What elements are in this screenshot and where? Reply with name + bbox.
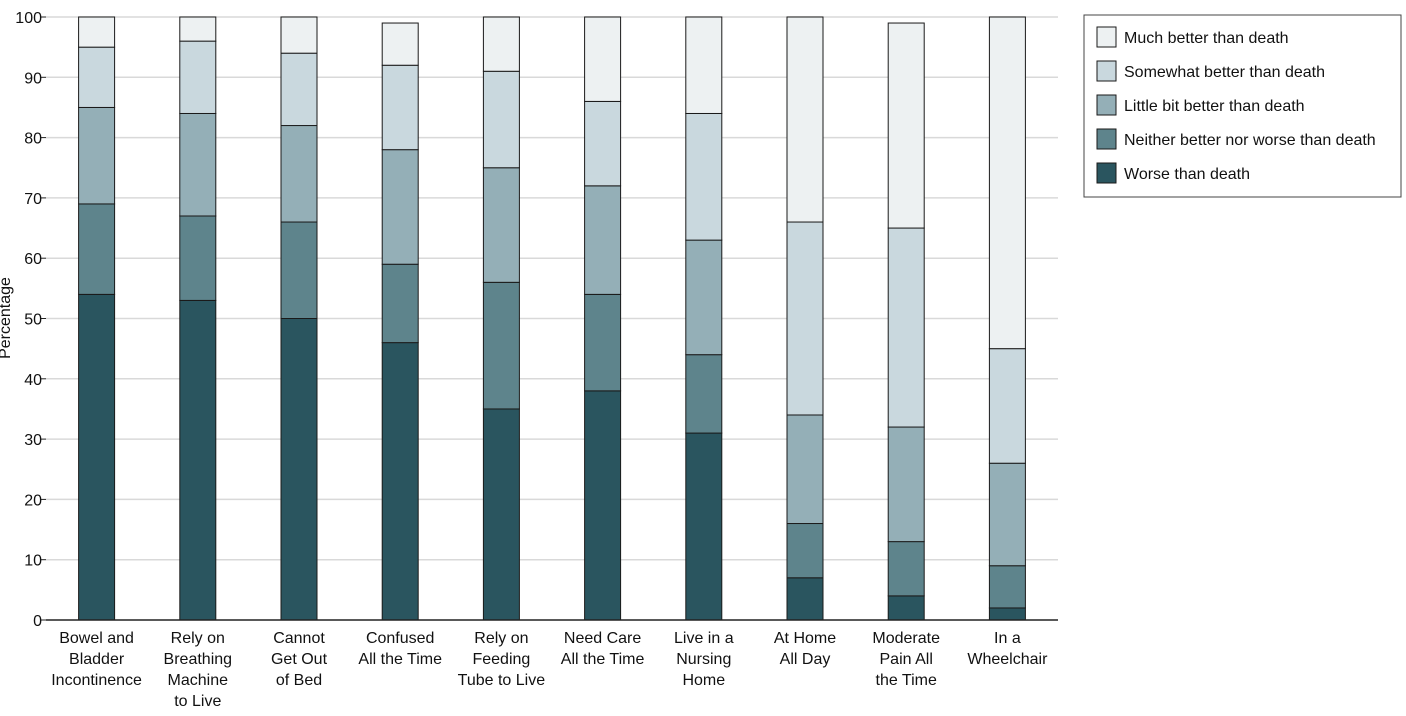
bar-segment [685, 432, 723, 621]
legend-label: Much better than death [1124, 30, 1289, 47]
bar-segment [482, 408, 520, 621]
bar-segment [786, 577, 824, 621]
bar-segment [179, 112, 217, 217]
y-tick-label: 40 [24, 372, 42, 389]
bar-segment [280, 16, 318, 54]
bar-segment [584, 390, 622, 621]
bar-segment [78, 16, 116, 48]
bar-segment [482, 281, 520, 410]
x-tick-label: Moderate Pain All the Time [872, 630, 940, 689]
bar-segment [988, 348, 1026, 464]
x-tick-label: Rely on Feeding Tube to Live [458, 630, 546, 689]
y-tick-label: 50 [24, 312, 42, 329]
bar-segment [685, 354, 723, 434]
legend-box [1083, 14, 1402, 198]
bar-segment [179, 299, 217, 621]
legend-swatch [1096, 162, 1117, 184]
bar-segment [381, 149, 419, 265]
y-tick-label: 60 [24, 251, 42, 268]
bar-segment [482, 70, 520, 169]
bar-segment [78, 203, 116, 295]
bar-segment [381, 22, 419, 66]
bar-segment [685, 112, 723, 241]
legend: Much better than death Somewhat better th… [1083, 14, 1402, 198]
bar-segment [887, 595, 925, 621]
x-tick-label: Confused All the Time [358, 630, 442, 668]
bar-segment [280, 221, 318, 320]
y-tick-label: 20 [24, 492, 42, 509]
bar-segment [381, 64, 419, 151]
bar-segment [786, 16, 824, 223]
bar-segment [381, 342, 419, 621]
y-tick-label: 0 [33, 613, 42, 630]
bar-segment [78, 46, 116, 108]
bar-segment [584, 100, 622, 187]
y-tick-label: 100 [15, 10, 42, 27]
y-tick-label: 90 [24, 70, 42, 87]
bar-segment [179, 16, 217, 42]
legend-swatch [1096, 128, 1117, 150]
x-tick-label: Cannot Get Out of Bed [271, 630, 328, 689]
bar-segment [988, 565, 1026, 609]
bar-segment [584, 16, 622, 102]
legend-label: Neither better nor worse than death [1124, 132, 1376, 149]
bar-segment [786, 523, 824, 579]
bar-segment [988, 462, 1026, 567]
legend-swatch [1096, 60, 1117, 82]
bar-segment [887, 541, 925, 597]
bar-segment [988, 16, 1026, 350]
bar-segment [887, 22, 925, 229]
bar-segment [280, 125, 318, 223]
bar-segment [78, 106, 116, 205]
bars [78, 16, 1026, 621]
bar-segment [685, 16, 723, 114]
bar-segment [78, 293, 116, 621]
x-tick-label: Bowel and Bladder Incontinence [51, 630, 142, 689]
bar-segment [786, 221, 824, 416]
axes: 0 10 20 30 40 50 60 70 80 90 100 Bowel and Bladder In… [15, 10, 1058, 710]
y-tick-label: 10 [24, 553, 42, 570]
bar-segment [179, 215, 217, 301]
y-tick-label: 80 [24, 131, 42, 148]
bar-segment [685, 239, 723, 356]
x-tick-label: Rely on Breathing Machine to Live [164, 630, 233, 710]
x-tick-label: At Home All Day [774, 630, 836, 668]
bar-segment [381, 263, 419, 344]
legend-label: Little bit better than death [1124, 98, 1305, 115]
bar-segment [482, 167, 520, 283]
x-tick-label: Need Care All the Time [561, 630, 645, 668]
y-axis-label: Percentage [0, 277, 14, 359]
legend-swatch [1096, 26, 1117, 48]
bar-segment [280, 52, 318, 127]
x-tick-label: In a Wheelchair [967, 630, 1048, 668]
bar-segment [179, 40, 217, 114]
legend-label: Worse than death [1124, 166, 1250, 183]
x-tick-label: Live in a Nursing Home [674, 630, 734, 689]
bar-segment [482, 16, 520, 72]
legend-label: Somewhat better than death [1124, 64, 1325, 81]
y-tick-label: 70 [24, 191, 42, 208]
legend-swatch [1096, 94, 1117, 116]
bar-segment [887, 227, 925, 428]
bar-segment [584, 293, 622, 392]
bar-segment [786, 414, 824, 525]
bar-segment [988, 607, 1026, 621]
bar-segment [280, 318, 318, 621]
y-tick-label: 30 [24, 432, 42, 449]
bar-segment [584, 185, 622, 295]
bar-segment [887, 426, 925, 543]
